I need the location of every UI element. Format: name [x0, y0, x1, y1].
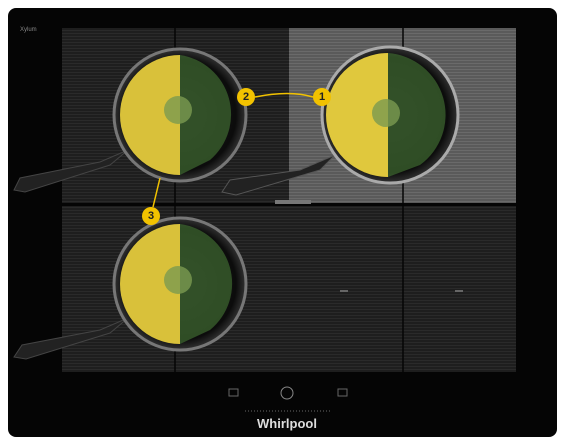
- callout: 2: [237, 88, 255, 106]
- logo: Whirlpool: [257, 416, 317, 431]
- connector: [254, 92, 314, 98]
- pans: [13, 45, 460, 360]
- callout-label: 1: [319, 91, 325, 103]
- callout: 1: [313, 88, 331, 106]
- callout-label: 2: [243, 91, 249, 103]
- controls: [228, 386, 348, 412]
- pan: [13, 216, 248, 360]
- callout-label: 3: [148, 210, 154, 222]
- pan: [221, 45, 460, 196]
- callout: 3: [142, 207, 160, 225]
- pan: [13, 47, 248, 193]
- connector: [152, 177, 161, 208]
- brand-mark: Xylum: [20, 27, 37, 33]
